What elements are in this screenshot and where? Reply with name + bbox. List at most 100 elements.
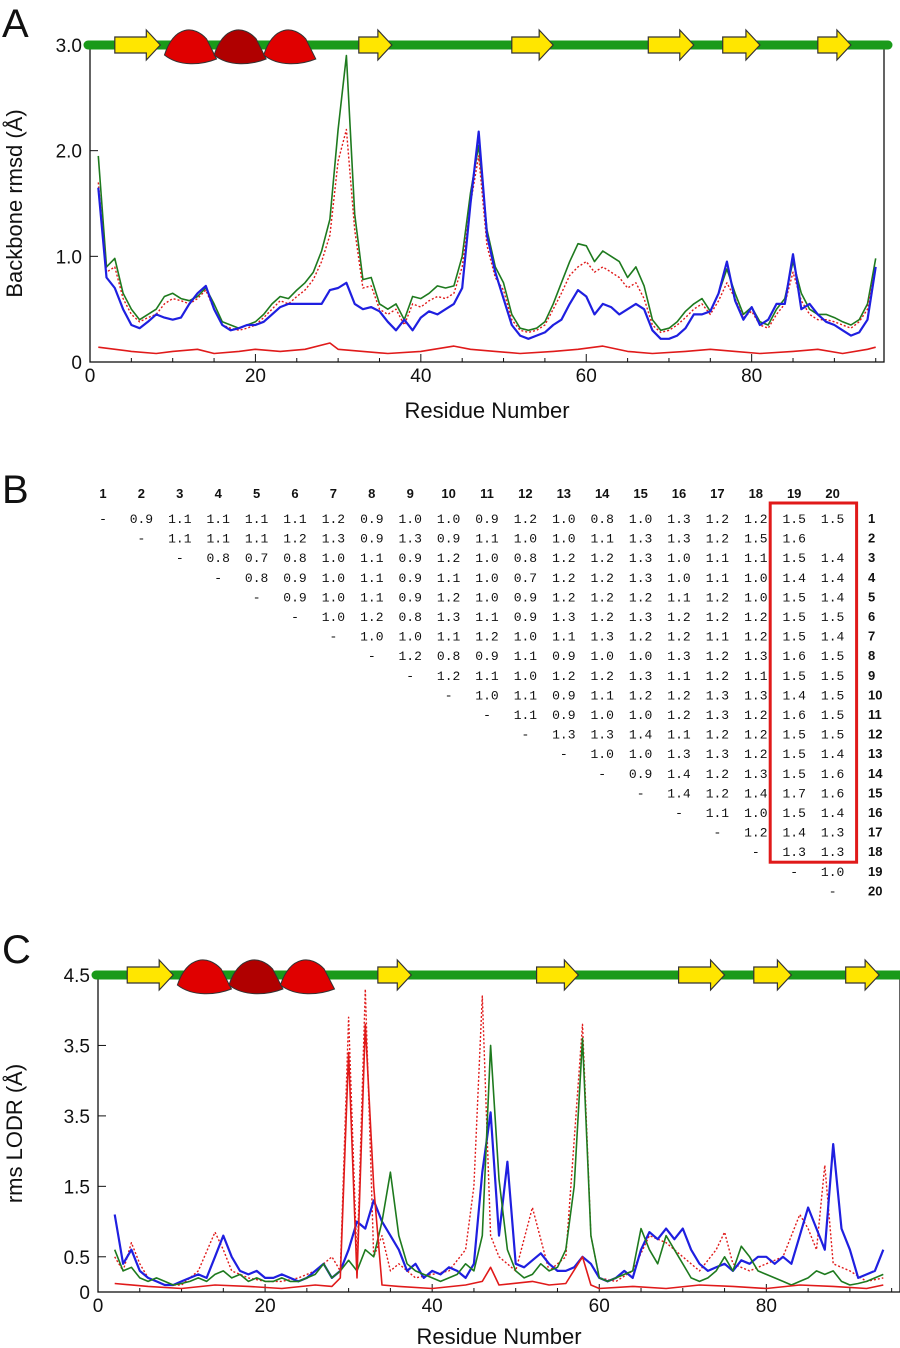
row-header: 15 <box>868 785 882 800</box>
matrix-cell: 1.3 <box>590 728 613 743</box>
matrix-cell: 1.3 <box>706 688 729 703</box>
matrix-cell: 0.9 <box>629 767 652 782</box>
row-header: 9 <box>868 668 875 683</box>
matrix-cell: 1.6 <box>782 708 805 723</box>
matrix-cell: 1.0 <box>629 649 652 664</box>
matrix-cell: 0.7 <box>514 571 537 586</box>
matrix-cell: 1.1 <box>706 551 730 566</box>
matrix-cell: - <box>214 571 222 586</box>
column-header: 7 <box>330 486 337 501</box>
matrix-cell: - <box>675 806 683 821</box>
matrix-cell: 1.2 <box>706 786 729 801</box>
matrix-cell: 1.5 <box>782 512 805 527</box>
row-header: 10 <box>868 687 882 702</box>
matrix-cell: - <box>445 688 453 703</box>
matrix-cell: 1.4 <box>744 786 768 801</box>
matrix-cell: 1.0 <box>552 532 575 547</box>
matrix-cell: 1.0 <box>322 551 345 566</box>
matrix-cell: 1.0 <box>590 747 613 762</box>
matrix-cell: 1.2 <box>744 630 767 645</box>
matrix-cell: 1.0 <box>744 590 767 605</box>
x-tick-label: 60 <box>589 1296 610 1317</box>
chart-a: 0 20 40 60 80 0 1.0 2.0 3.0 Residue Number Backbon… <box>2 28 893 423</box>
x-tick-label: 0 <box>93 1296 104 1317</box>
matrix-cell: 1.4 <box>821 747 845 762</box>
matrix-cell: 1.4 <box>821 551 845 566</box>
beta-strand-arrow <box>535 958 580 992</box>
matrix-cell: - <box>291 610 299 625</box>
matrix-cell: 1.5 <box>821 708 844 723</box>
matrix-cell: 1.1 <box>667 728 691 743</box>
matrix-cell: 1.0 <box>514 532 537 547</box>
matrix-cell: 1.0 <box>398 630 421 645</box>
x-tick-label: 40 <box>422 1296 443 1317</box>
matrix-cell: 1.2 <box>552 669 575 684</box>
beta-strand-arrow <box>647 28 695 62</box>
matrix-cell: 1.2 <box>706 728 729 743</box>
matrix-cell: 1.5 <box>782 669 805 684</box>
matrix-cell: 1.5 <box>782 806 805 821</box>
row-header: 13 <box>868 746 882 761</box>
x-tick-label: 60 <box>576 366 597 387</box>
matrix-cell: - <box>637 786 645 801</box>
matrix-cell: 1.2 <box>590 571 613 586</box>
matrix-cell: 0.8 <box>206 551 229 566</box>
matrix-cell: 1.2 <box>667 708 690 723</box>
matrix-cell: 1.2 <box>437 590 460 605</box>
matrix-cell: 1.0 <box>514 669 537 684</box>
matrix-cell: 1.1 <box>437 571 461 586</box>
beta-strand-arrow <box>377 958 413 992</box>
matrix-cell: - <box>137 532 145 547</box>
matrix-cell: 1.3 <box>398 532 421 547</box>
row-header: 17 <box>868 825 882 840</box>
matrix-cell: 1.4 <box>782 826 806 841</box>
matrix-cell: 1.0 <box>322 610 345 625</box>
matrix-cell: - <box>406 669 414 684</box>
matrix-cell: 1.6 <box>782 532 805 547</box>
matrix-cell: 1.5 <box>782 551 805 566</box>
series-line-red-dotted <box>114 988 884 1286</box>
rmsd-matrix: 1122334455667788991010111112121313141415… <box>99 486 883 899</box>
column-header: 20 <box>825 486 839 501</box>
matrix-cell: 1.7 <box>782 786 805 801</box>
matrix-cell: 1.1 <box>168 532 192 547</box>
matrix-cell: 1.1 <box>475 610 499 625</box>
matrix-cell: 0.9 <box>360 532 383 547</box>
y-axis-title: Backbone rmsd (Å) <box>2 109 27 297</box>
matrix-cell: 1.6 <box>782 649 805 664</box>
matrix-cell: - <box>483 708 491 723</box>
matrix-cell: 1.5 <box>782 747 805 762</box>
column-header: 4 <box>215 486 223 501</box>
matrix-cell: 1.3 <box>437 610 460 625</box>
matrix-cell: 0.9 <box>475 649 498 664</box>
matrix-cell: - <box>329 630 337 645</box>
matrix-cell: 1.2 <box>590 551 613 566</box>
matrix-cell: 1.2 <box>667 630 690 645</box>
matrix-cell: 0.9 <box>360 512 383 527</box>
column-header: 11 <box>480 486 494 501</box>
matrix-cell: 1.0 <box>437 512 460 527</box>
matrix-cell: 1.0 <box>475 551 498 566</box>
matrix-cell: - <box>790 865 798 880</box>
y-tick-label: 0.5 <box>64 1248 90 1269</box>
matrix-cell: - <box>713 826 721 841</box>
matrix-cell: 1.2 <box>706 590 729 605</box>
matrix-cell: 1.2 <box>475 630 498 645</box>
matrix-cell: 1.3 <box>782 845 805 860</box>
matrix-cell: 1.1 <box>360 590 384 605</box>
panel-label-a: A <box>2 2 29 46</box>
column-header: 2 <box>138 486 145 501</box>
beta-strand-arrow <box>358 28 393 62</box>
matrix-cell: 1.5 <box>782 767 805 782</box>
row-header: 1 <box>868 511 875 526</box>
y-tick-label: 3.5 <box>64 1036 90 1057</box>
y-tick-label: 4.5 <box>64 966 90 987</box>
row-header: 5 <box>868 589 875 604</box>
matrix-cell: 1.2 <box>744 747 767 762</box>
matrix-cell: 1.3 <box>667 747 690 762</box>
beta-strand-arrow <box>511 28 554 62</box>
row-header: 12 <box>868 727 882 742</box>
column-header: 8 <box>368 486 375 501</box>
matrix-cell: 1.2 <box>360 610 383 625</box>
